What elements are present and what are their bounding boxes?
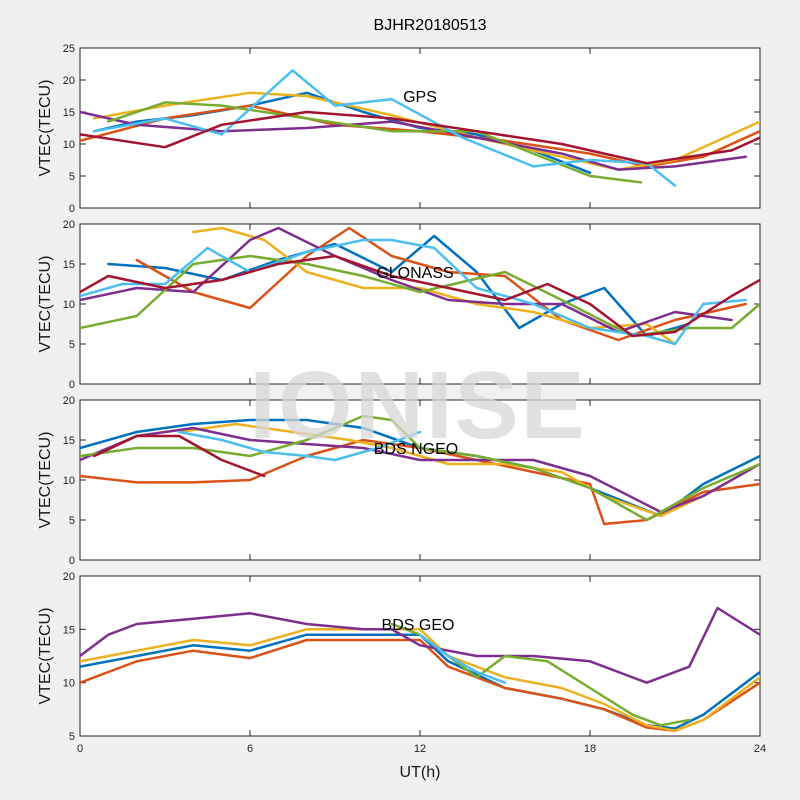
- y-tick-label: 10: [63, 678, 75, 690]
- y-tick-label: 5: [69, 515, 75, 527]
- plot-area: [79, 575, 761, 737]
- y-tick-label: 5: [69, 731, 75, 743]
- y-tick-label: 15: [63, 107, 75, 119]
- panels: 0510152025GPSVTEC(TECU)05101520GLONASSVT…: [37, 43, 766, 755]
- panel-1: 0 5 10 15 20 GLONASS VTEC(TECU): [37, 219, 761, 391]
- y-tick-label: 0: [69, 379, 75, 391]
- y-tick-label: 20: [63, 75, 75, 87]
- y-tick-label: 10: [63, 139, 75, 151]
- x-tick-label: 24: [754, 743, 766, 755]
- x-tick-label: 6: [247, 743, 253, 755]
- y-tick-label: 5: [69, 171, 75, 183]
- y-axis-label: VTEC(TECU): [37, 256, 54, 353]
- panel-label: BDS GEO: [382, 617, 455, 634]
- y-tick-label: 25: [63, 43, 75, 55]
- series-line-3: [80, 606, 760, 684]
- series-group: [80, 414, 760, 526]
- series-line-5: [418, 633, 507, 684]
- plot-area: [79, 223, 761, 385]
- series-line-5: [92, 69, 677, 187]
- y-tick-label: 15: [63, 624, 75, 636]
- y-tick-label: 20: [63, 219, 75, 231]
- series-line-1: [80, 438, 760, 526]
- y-tick-label: 20: [63, 395, 75, 407]
- figure-title: BJHR20180513: [374, 17, 487, 34]
- y-tick-label: 0: [69, 555, 75, 567]
- x-tick-label: 18: [584, 743, 596, 755]
- y-tick-label: 15: [63, 259, 75, 271]
- series-line-1: [135, 226, 748, 342]
- panel-3: 0 6 12 18 24 5 10 15 20 BDS GEO VTEC(TECU): [37, 571, 766, 755]
- series-line-5: [177, 430, 422, 462]
- watermark: IONISE: [249, 352, 586, 459]
- series-line-6: [80, 110, 760, 165]
- panel-0: 0 5 10 15 20 25 GPS VTEC(TECU): [37, 43, 761, 215]
- series-line-6: [80, 254, 760, 338]
- series-line-2: [92, 91, 760, 171]
- y-tick-label: 10: [63, 475, 75, 487]
- series-line-2: [177, 422, 760, 518]
- x-tick-label: 12: [414, 743, 426, 755]
- panel-label: GLONASS: [376, 265, 453, 282]
- y-tick-label: 0: [69, 203, 75, 215]
- plot-area: [79, 399, 761, 561]
- y-axis-label: VTEC(TECU): [37, 432, 54, 529]
- y-tick-label: 5: [69, 339, 75, 351]
- series-line-3: [80, 110, 748, 171]
- x-tick-label: 0: [77, 743, 83, 755]
- y-axis-label: VTEC(TECU): [37, 80, 54, 177]
- series-line-0: [80, 633, 760, 730]
- series-group: [80, 226, 760, 346]
- series-group: [80, 69, 760, 187]
- panel-2: 0 5 10 15 20 BDS NGEO VTEC(TECU): [37, 395, 761, 567]
- x-axis-label: UT(h): [400, 764, 441, 781]
- y-tick-label: 15: [63, 435, 75, 447]
- panel-label: BDS NGEO: [374, 441, 458, 458]
- series-group: [80, 606, 760, 732]
- y-axis-label: VTEC(TECU): [37, 608, 54, 705]
- series-line-5: [80, 238, 748, 346]
- y-tick-label: 20: [63, 571, 75, 583]
- panel-label: GPS: [403, 89, 437, 106]
- series-line-4: [80, 254, 760, 338]
- y-tick-label: 10: [63, 299, 75, 311]
- series-line-4: [107, 101, 643, 184]
- series-line-6: [92, 434, 266, 478]
